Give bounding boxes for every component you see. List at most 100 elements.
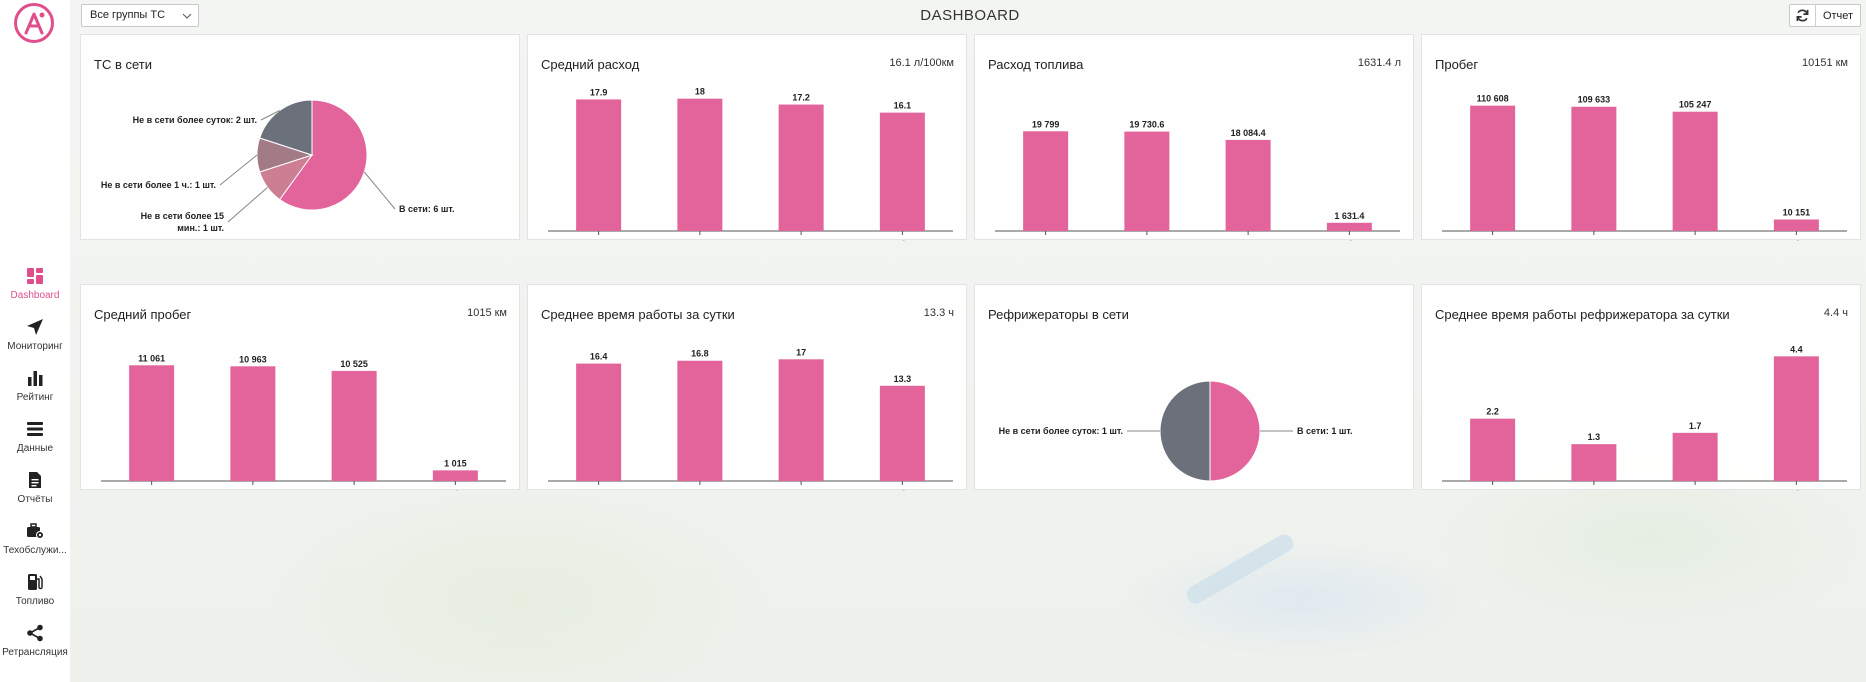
chart-bar[interactable] <box>879 385 925 481</box>
card-title: Среднее время работы рефрижератора за су… <box>1435 307 1730 322</box>
sidebar-item-fuel[interactable]: Топливо <box>0 572 70 616</box>
chart-bar[interactable] <box>1326 222 1372 231</box>
chart-bar[interactable] <box>230 366 276 481</box>
pie-slice-label: Не в сети более 15 мин.: 1 шт. <box>141 211 224 233</box>
bar-value-label: 17.9 <box>590 87 608 97</box>
bar-value-label: 1 631.4 <box>1334 211 1364 221</box>
chart-bar[interactable] <box>432 470 478 481</box>
chart-bar[interactable] <box>1773 356 1819 481</box>
chart-bar[interactable] <box>1124 131 1170 231</box>
x-tick-label: окт. 25 <box>786 490 817 491</box>
pie-slice[interactable] <box>1209 380 1261 482</box>
bar-value-label: 10 963 <box>239 354 267 364</box>
sidebar-item-dashboard[interactable]: Dashboard <box>0 266 70 310</box>
pie-leader-line <box>363 171 396 210</box>
chart-bar[interactable] <box>1470 105 1516 231</box>
card-title: Средний расход <box>541 57 640 72</box>
report-button[interactable]: Отчет <box>1822 9 1854 22</box>
bar-value-label: 105 247 <box>1679 100 1712 110</box>
chart-bar[interactable] <box>576 363 622 481</box>
card-avg-mileage: Средний пробег 1015 км 11 061 авг. 25 10 9… <box>80 284 520 491</box>
bar-value-label: 17 <box>796 347 806 357</box>
bar-chart-mileage: 110 608 авг. 25 109 633 сент. 25 105 247 окт.… <box>1442 94 1847 241</box>
chart-bar[interactable] <box>1672 432 1718 481</box>
bar-value-label: 1 015 <box>444 458 467 468</box>
refresh-button[interactable] <box>1790 5 1816 26</box>
chart-bar[interactable] <box>1470 418 1516 481</box>
chart-bar[interactable] <box>331 370 377 481</box>
pie-slice-label: Не в сети более 1 ч.: 1 шт. <box>101 180 216 190</box>
bar-chart-avg-work-time: 16.4 авг. 25 16.8 сент. 25 17 окт. 25 13.3 нояб… <box>548 347 953 491</box>
card-total: 1015 км <box>467 307 507 319</box>
chart-bar[interactable] <box>1571 106 1617 231</box>
bar-value-label: 19 799 <box>1032 119 1060 129</box>
logo-icon[interactable] <box>14 3 54 43</box>
chart-bar[interactable] <box>778 359 824 481</box>
sidebar-item-label: Техобслужи... <box>3 545 67 556</box>
chart-bar[interactable] <box>576 99 622 231</box>
pie-slice[interactable] <box>278 99 368 211</box>
x-tick-label: авг. 25 <box>137 490 167 491</box>
x-tick-label: сент. 25 <box>682 490 719 491</box>
chart-bar[interactable] <box>129 365 175 481</box>
sidebar-item-label: Рейтинг <box>16 392 54 403</box>
pie-leader-line <box>227 186 268 223</box>
bar-value-label: 1.7 <box>1689 421 1702 431</box>
x-tick-label: окт. 25 <box>1233 240 1264 241</box>
pie-leader-line <box>219 154 258 186</box>
pie-slice[interactable] <box>1159 380 1211 482</box>
chart-bar[interactable] <box>1225 139 1271 231</box>
pie-slice[interactable] <box>259 99 313 156</box>
top-actions: Отчет <box>1789 4 1861 27</box>
pie-chart-refrigerators-online: В сети: 1 шт. Не в сети более суток: 1 шт… <box>999 380 1352 482</box>
chart-bar[interactable] <box>1773 219 1819 231</box>
sidebar-item-label: Мониторинг <box>7 341 63 352</box>
bar-value-label: 16.1 <box>894 101 912 111</box>
sidebar-item-reports[interactable]: Отчёты <box>0 470 70 514</box>
chart-bar[interactable] <box>1023 131 1069 231</box>
sidebar-item-retranslation[interactable]: Ретрансляция <box>0 623 70 667</box>
sidebar-item-maintenance[interactable]: Техобслужи... <box>0 521 70 565</box>
list-icon <box>25 419 45 439</box>
card-title: Среднее время работы за сутки <box>541 307 735 322</box>
card-mileage: Пробег 10151 км 110 608 авг. 25 109 633 сен… <box>1421 34 1861 241</box>
x-tick-label: окт. 25 <box>339 490 370 491</box>
chart-bar[interactable] <box>879 112 925 231</box>
bar-chart-icon <box>25 368 45 388</box>
card-title: Расход топлива <box>988 57 1084 72</box>
x-tick-label: сент. 25 <box>682 240 719 241</box>
pie-slice-label: Не в сети более суток: 2 шт. <box>133 115 257 125</box>
bar-value-label: 16.4 <box>590 352 608 362</box>
chart-bar[interactable] <box>677 360 723 481</box>
card-total: 10151 км <box>1801 57 1848 69</box>
x-tick-label: сент. 25 <box>235 490 272 491</box>
pie-slice-label: В сети: 6 шт. <box>399 204 454 214</box>
x-tick-label: нояб. 25 <box>1777 489 1816 491</box>
bar-value-label: 17.2 <box>792 93 810 103</box>
card-fuel-consumption: Расход топлива 1631.4 л 19 799авг. 2519 … <box>974 34 1414 241</box>
card-title: Рефрижераторы в сети <box>988 307 1129 322</box>
card-refrigerator-work-time: Среднее время работы рефрижератора за су… <box>1421 284 1861 491</box>
pie-slice-label: В сети: 1 шт. <box>1297 426 1352 436</box>
x-tick-label: сент. 25 <box>1129 240 1166 241</box>
sidebar-item-data[interactable]: Данные <box>0 419 70 463</box>
card-total: 4.4 ч <box>1823 307 1848 319</box>
x-tick-label: окт. 25 <box>1680 240 1711 241</box>
chart-bar[interactable] <box>677 98 723 231</box>
document-icon <box>25 470 45 490</box>
sidebar-item-rating[interactable]: Рейтинг <box>0 368 70 412</box>
bar-chart-avg-consumption: 17.9 авг. 25 18 сент. 25 17.2 окт. 25 16.1 нояб… <box>548 87 953 241</box>
chart-bar[interactable] <box>778 104 824 231</box>
sidebar-item-monitoring[interactable]: Мониторинг <box>0 317 70 361</box>
chart-bar[interactable] <box>1672 111 1718 231</box>
x-tick-label: нояб. 25 <box>883 239 922 241</box>
x-tick-label: авг. 25 <box>1478 490 1508 491</box>
chart-bar[interactable] <box>1571 444 1617 481</box>
vehicle-group-select[interactable]: Все группы ТС <box>81 4 199 27</box>
bar-value-label: 18 084.4 <box>1231 128 1266 138</box>
bar-value-label: 16.8 <box>691 349 709 359</box>
card-total: 16.1 л/100км <box>889 57 954 69</box>
bar-chart-fuel-consumption: 19 799 авг. 25 19 730.6 сент. 25 18 084.4 окт… <box>995 119 1400 241</box>
card-refrigerators-online: Рефрижераторы в сети В сети: 1 шт. Не в с… <box>974 284 1414 490</box>
pie-slice-label: Не в сети более суток: 1 шт. <box>999 426 1123 436</box>
